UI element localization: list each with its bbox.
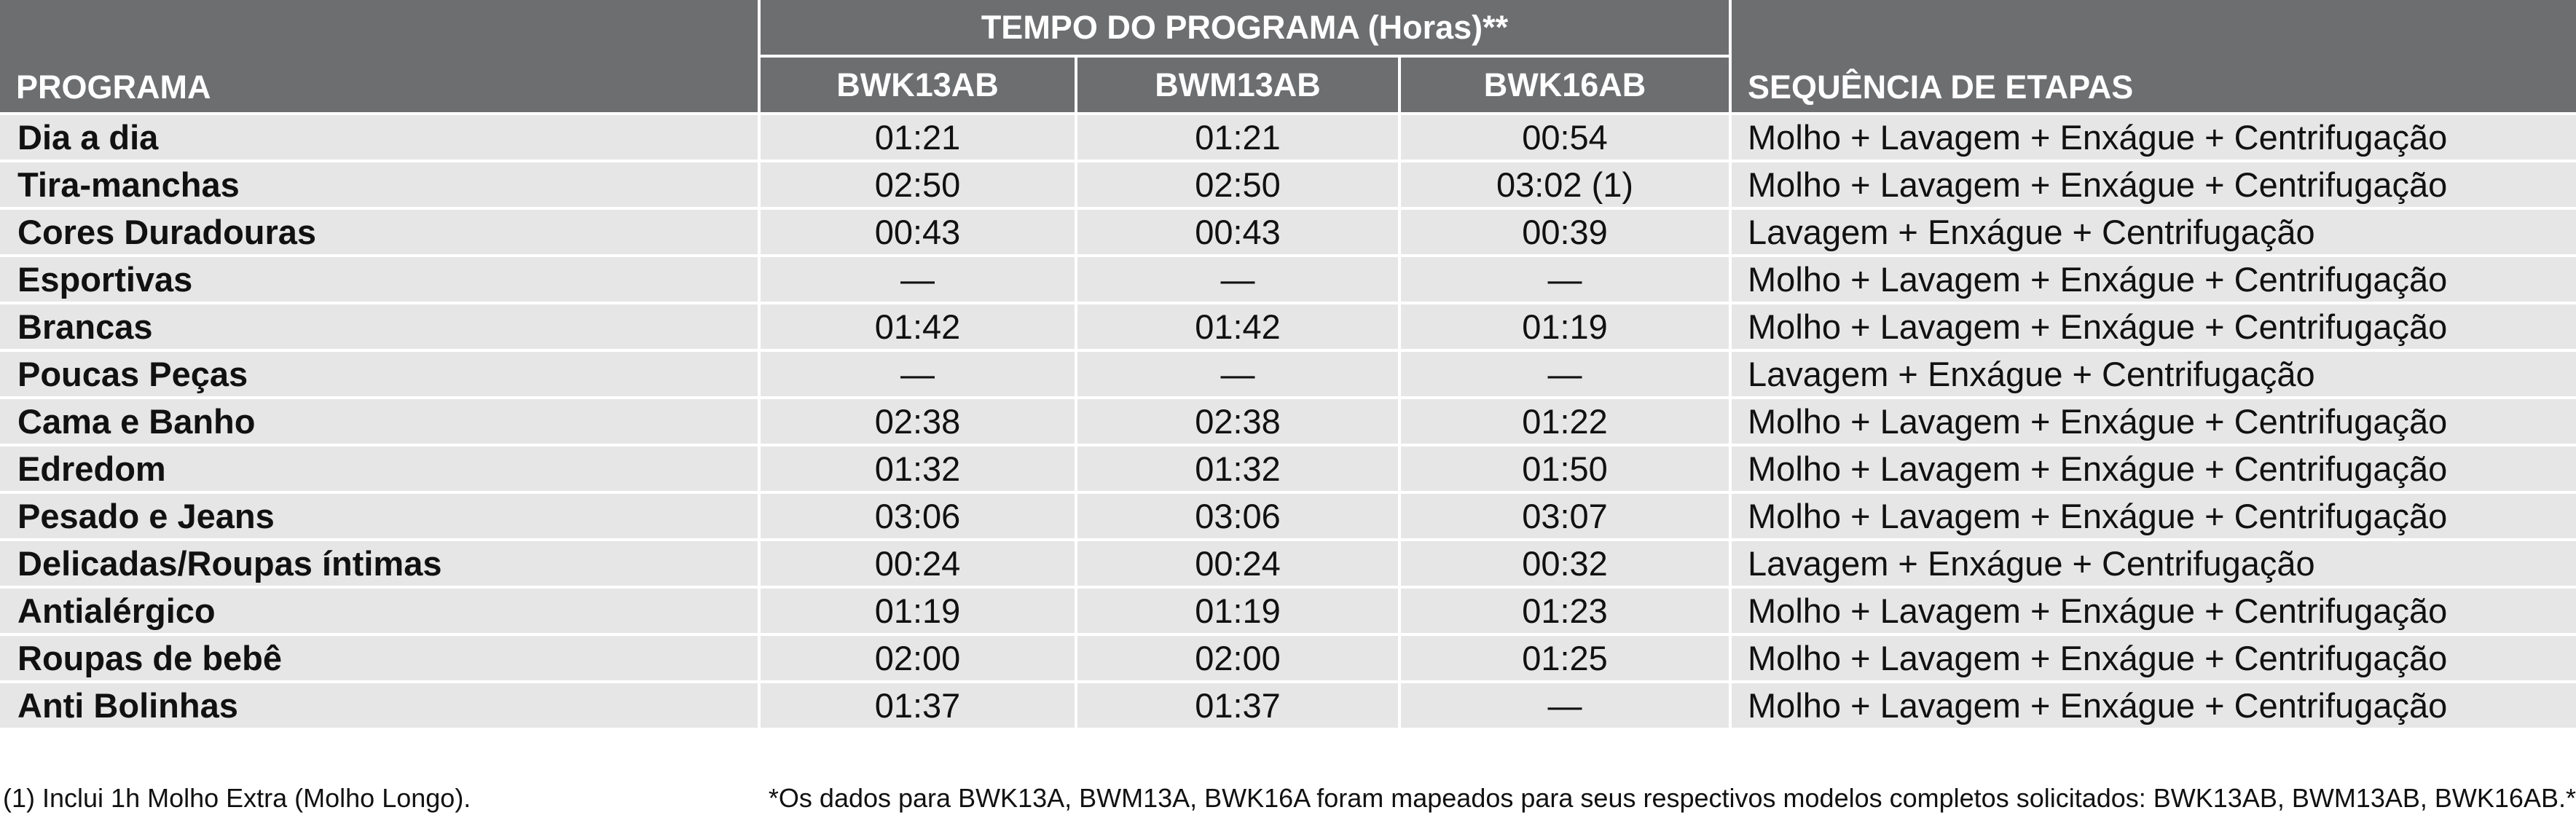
program-name: Edredom <box>0 444 761 494</box>
program-name: Anti Bolinhas <box>0 680 761 731</box>
program-time: 02:38 <box>758 396 1077 447</box>
table-row: Delicadas/Roupas íntimas 00:24 00:24 00:32 L… <box>0 538 2576 589</box>
program-time: 01:22 <box>1397 396 1732 447</box>
program-name: Pesado e Jeans <box>0 491 761 541</box>
program-name: Cama e Banho <box>0 396 761 447</box>
step-sequence: Lavagem + Enxágue + Centrifugação <box>1729 207 2576 257</box>
program-time: 01:37 <box>1075 680 1401 731</box>
table-row: Cama e Banho 02:38 02:38 01:22 Molho + Lavag… <box>0 396 2576 447</box>
program-name: Roupas de bebê <box>0 633 761 683</box>
program-table: PROGRAMA TEMPO DO PROGRAMA (Horas)** SEQ… <box>0 0 2576 731</box>
program-time: — <box>758 349 1077 399</box>
program-time: 00:39 <box>1397 207 1732 257</box>
program-time: 02:50 <box>758 160 1077 210</box>
program-name: Brancas <box>0 302 761 352</box>
group-header: TEMPO DO PROGRAMA (Horas)** <box>757 0 1732 58</box>
table-row: Antialérgico 01:19 01:19 01:23 Molho + Lavag… <box>0 586 2576 636</box>
program-time: — <box>1397 349 1732 399</box>
program-time: 01:32 <box>1075 444 1401 494</box>
program-time: 02:50 <box>1075 160 1401 210</box>
step-sequence: Molho + Lavagem + Enxágue + Centrifugaçã… <box>1729 160 2576 210</box>
program-time: 00:54 <box>1397 112 1732 162</box>
program-time: 00:24 <box>1075 538 1401 589</box>
table-row: Roupas de bebê 02:00 02:00 01:25 Molho + Lav… <box>0 633 2576 683</box>
step-sequence: Molho + Lavagem + Enxágue + Centrifugaçã… <box>1729 444 2576 494</box>
model-header: BWK16AB <box>1397 56 1731 115</box>
table-row: Anti Bolinhas 01:37 01:37— Molho + Lavagem … <box>0 680 2576 731</box>
table-row: Brancas 01:42 01:42 01:19 Molho + Lavagem + … <box>0 302 2576 352</box>
program-name: Tira-manchas <box>0 160 761 210</box>
program-time: 01:19 <box>1075 586 1401 636</box>
program-name: Delicadas/Roupas íntimas <box>0 538 761 589</box>
table-row: Pesado e Jeans 03:06 03:06 03:07 Molho + Lav… <box>0 491 2576 541</box>
program-time: 01:21 <box>1075 112 1401 162</box>
sequence-header: SEQUÊNCIA DE ETAPAS <box>1729 0 2576 115</box>
program-name: Dia a dia <box>0 112 761 162</box>
program-time: 02:38 <box>1075 396 1401 447</box>
program-time: 03:02 (1) <box>1397 160 1732 210</box>
footnote: (1) Inclui 1h Molho Extra (Molho Longo). <box>3 783 471 813</box>
table-row: Edredom 01:32 01:32 01:50 Molho + Lavagem + … <box>0 444 2576 494</box>
program-name: Cores Duradouras <box>0 207 761 257</box>
table-row: Esportivas — — — Molho + Lavagem + Enxágue +… <box>0 254 2576 304</box>
program-time: — <box>1075 349 1401 399</box>
program-time: 01:42 <box>758 302 1077 352</box>
program-name: Poucas Peças <box>0 349 761 399</box>
program-time: 00:43 <box>1075 207 1401 257</box>
model-header: BWK13AB <box>759 56 1077 115</box>
program-time: — <box>1075 254 1401 304</box>
program-time: 01:42 <box>1075 302 1401 352</box>
step-sequence: Molho + Lavagem + Enxágue + Centrifugaçã… <box>1729 491 2576 541</box>
program-time: 01:50 <box>1397 444 1732 494</box>
table-row: Cores Duradouras 00:43 00:43 00:39 Lavagem +… <box>0 207 2576 257</box>
program-time: 01:25 <box>1397 633 1732 683</box>
program-time: 01:21 <box>758 112 1077 162</box>
program-time: 00:32 <box>1397 538 1732 589</box>
program-time: — <box>758 254 1077 304</box>
program-time: 01:37 <box>758 680 1077 731</box>
step-sequence: Molho + Lavagem + Enxágue + Centrifugaçã… <box>1729 254 2576 304</box>
program-time: 03:07 <box>1397 491 1732 541</box>
program-time: 01:19 <box>1397 302 1732 352</box>
step-sequence: Molho + Lavagem + Enxágue + Centrifugaçã… <box>1729 112 2576 162</box>
table-row: Tira-manchas 02:50 02:50 03:02 (1) Molho + L… <box>0 160 2576 210</box>
step-sequence: Molho + Lavagem + Enxágue + Centrifugaçã… <box>1729 586 2576 636</box>
program-time: 02:00 <box>1075 633 1401 683</box>
step-sequence: Molho + Lavagem + Enxágue + Centrifugaçã… <box>1729 302 2576 352</box>
program-name: Antialérgico <box>0 586 761 636</box>
program-time: 00:43 <box>758 207 1077 257</box>
step-sequence: Molho + Lavagem + Enxágue + Centrifugaçã… <box>1729 396 2576 447</box>
program-time: — <box>1397 680 1732 731</box>
step-sequence: Lavagem + Enxágue + Centrifugação <box>1729 538 2576 589</box>
step-sequence: Lavagem + Enxágue + Centrifugação <box>1729 349 2576 399</box>
program-time: 02:00 <box>758 633 1077 683</box>
program-time: 01:23 <box>1397 586 1732 636</box>
program-header: PROGRAMA <box>0 0 761 115</box>
program-time: 01:19 <box>758 586 1077 636</box>
program-time: 00:24 <box>758 538 1077 589</box>
table-row: Poucas Peças — — — Lavagem + Enxágue + Centr… <box>0 349 2576 399</box>
program-time: 03:06 <box>1075 491 1401 541</box>
program-time: 03:06 <box>758 491 1077 541</box>
program-name: Esportivas <box>0 254 761 304</box>
step-sequence: Molho + Lavagem + Enxágue + Centrifugaçã… <box>1729 633 2576 683</box>
footnote: *Os dados para BWK13A, BWM13A, BWK16A fo… <box>768 783 2576 813</box>
step-sequence: Molho + Lavagem + Enxágue + Centrifugaçã… <box>1729 680 2576 731</box>
program-time: — <box>1397 254 1732 304</box>
table-row: Dia a dia 01:21 01:21 00:54 Molho + Lavagem … <box>0 112 2576 162</box>
model-header: BWM13AB <box>1075 56 1401 115</box>
program-time: 01:32 <box>758 444 1077 494</box>
